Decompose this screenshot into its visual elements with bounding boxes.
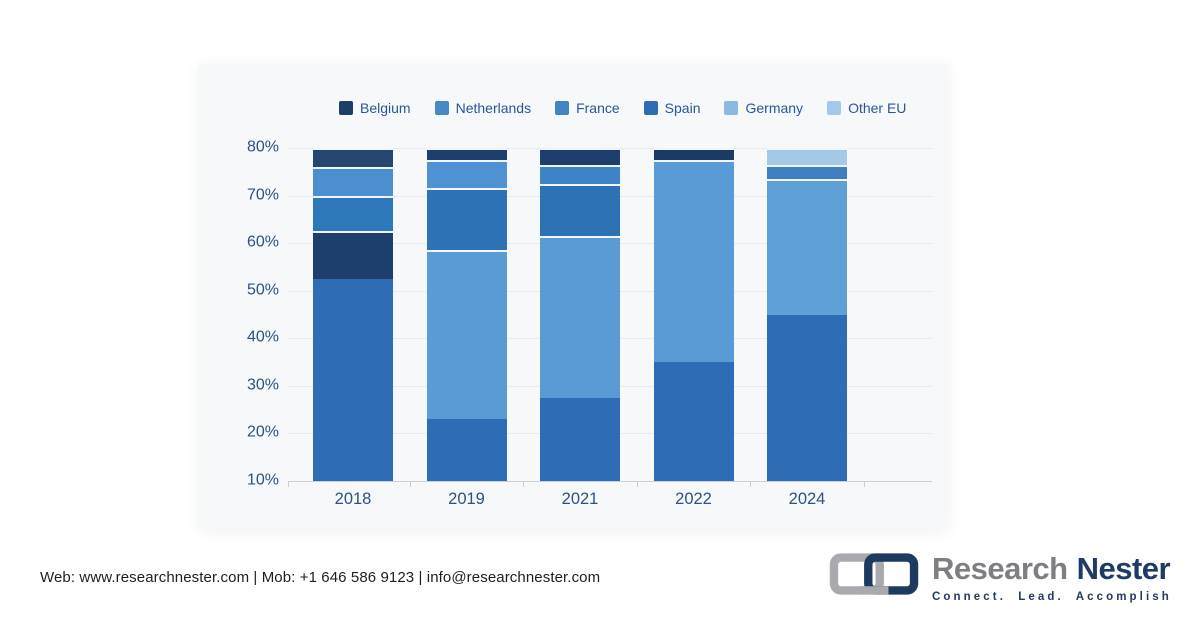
- bar-segment-2022-belgium: [653, 148, 734, 160]
- legend-item-other-eu: Other EU: [827, 100, 906, 116]
- x-axis-tick-5: [863, 482, 865, 487]
- bar-2024: [767, 148, 847, 481]
- bar-segment-2018-belgium: [313, 231, 393, 279]
- plot-area: 80% 70% 60% 50% 40% 30% 20% 10% 2018 2019 2021 2022…: [247, 139, 932, 508]
- logo-word-nester: Nester: [1076, 551, 1171, 586]
- bar-segment-2021-france: [540, 236, 620, 398]
- x-axis-tick-2: [523, 482, 524, 487]
- legend-swatch-icon: [434, 101, 449, 115]
- y-axis-label-50: 50%: [246, 281, 279, 299]
- bar-segment-2019-germany: [426, 159, 507, 189]
- x-axis-tick-1: [409, 482, 411, 487]
- bar-segment-2021-spain: [540, 397, 620, 481]
- x-axis-label-2022: 2022: [675, 490, 712, 508]
- y-axis-label-80: 80%: [246, 138, 279, 156]
- legend-swatch-icon: [724, 101, 739, 115]
- bar-segment-2024-other-eu: [767, 148, 847, 165]
- bar-segment-2018-france: [313, 195, 393, 232]
- x-axis-tick-0: [288, 482, 289, 487]
- bar-segment-2019-france: [426, 250, 507, 420]
- x-axis-label-2021: 2021: [561, 490, 599, 508]
- chain-links-icon: [829, 551, 919, 597]
- footer-contact-text: Web: www.researchnester.com | Mob: +1 64…: [40, 569, 601, 586]
- legend-label: Other EU: [848, 100, 907, 116]
- bar-segment-2021-netherlands: [540, 183, 620, 237]
- legend-swatch-icon: [555, 101, 570, 115]
- logo-word-research: Research: [932, 551, 1068, 586]
- x-axis-label-2019: 2019: [448, 490, 485, 508]
- bar-segment-2024-france: [767, 178, 847, 315]
- x-axis-label-2018: 2018: [334, 490, 372, 508]
- legend-item-spain: Spain: [643, 100, 701, 116]
- legend-item-france: France: [555, 100, 620, 116]
- legend-label: Germany: [745, 100, 804, 116]
- legend-swatch-icon: [827, 101, 842, 115]
- legend-label: Belgium: [360, 100, 411, 116]
- bar-segment-2018-belgium: [313, 148, 393, 168]
- logo-tagline: Connect. Lead. Accomplish: [932, 590, 1172, 603]
- x-axis-tick-4: [750, 482, 751, 487]
- legend-item-netherlands: Netherlands: [434, 100, 532, 116]
- bar-segment-2024-netherlands: [767, 164, 847, 179]
- bar-segment-2022-france: [653, 159, 734, 363]
- chart-panel: Belgium Netherlands France Spain Germany Othe…: [199, 64, 948, 529]
- bar-segment-2018-netherlands: [313, 167, 393, 196]
- legend-swatch-icon: [643, 101, 658, 115]
- y-axis-label-60: 60%: [246, 233, 279, 251]
- bar-segment-2019-spain: [426, 419, 507, 481]
- logo-text-block: Research Nester Connect. Lead. Accomplish: [932, 551, 1172, 603]
- bar-2022: [653, 148, 734, 481]
- y-axis-label-20: 20%: [246, 424, 279, 442]
- legend-label: Netherlands: [455, 100, 532, 116]
- legend-item-belgium: Belgium: [339, 100, 411, 116]
- y-axis-label-30: 30%: [246, 376, 279, 394]
- legend-item-germany: Germany: [724, 100, 803, 116]
- gridline-10: [288, 481, 932, 482]
- bar-segment-2021-belgium: [540, 148, 620, 165]
- bar-2021: [540, 148, 620, 481]
- x-axis-label-2024: 2024: [788, 490, 826, 508]
- bar-segment-2022-spain: [653, 362, 734, 481]
- company-logo: Research Nester Connect. Lead. Accomplish: [829, 551, 1172, 603]
- y-axis-label-10: 10%: [246, 471, 279, 489]
- bar-segment-2018-spain: [313, 278, 393, 481]
- bar-2018: [313, 148, 393, 481]
- x-axis-tick-3: [636, 482, 638, 487]
- bar-segment-2019-belgium: [426, 148, 507, 160]
- y-axis-label-40: 40%: [246, 328, 279, 346]
- bar-segment-2019-netherlands: [426, 188, 507, 251]
- legend-label: France: [576, 100, 620, 116]
- chart-legend: Belgium Netherlands France Spain Germany Othe…: [339, 99, 906, 117]
- bar-2019: [426, 148, 507, 481]
- bar-segment-2021-germany: [540, 164, 620, 184]
- legend-swatch-icon: [339, 101, 353, 115]
- legend-label: Spain: [664, 100, 701, 116]
- logo-wordmark: Research Nester: [932, 551, 1172, 586]
- bar-segment-2024-spain: [767, 314, 847, 481]
- y-axis-label-70: 70%: [246, 186, 279, 204]
